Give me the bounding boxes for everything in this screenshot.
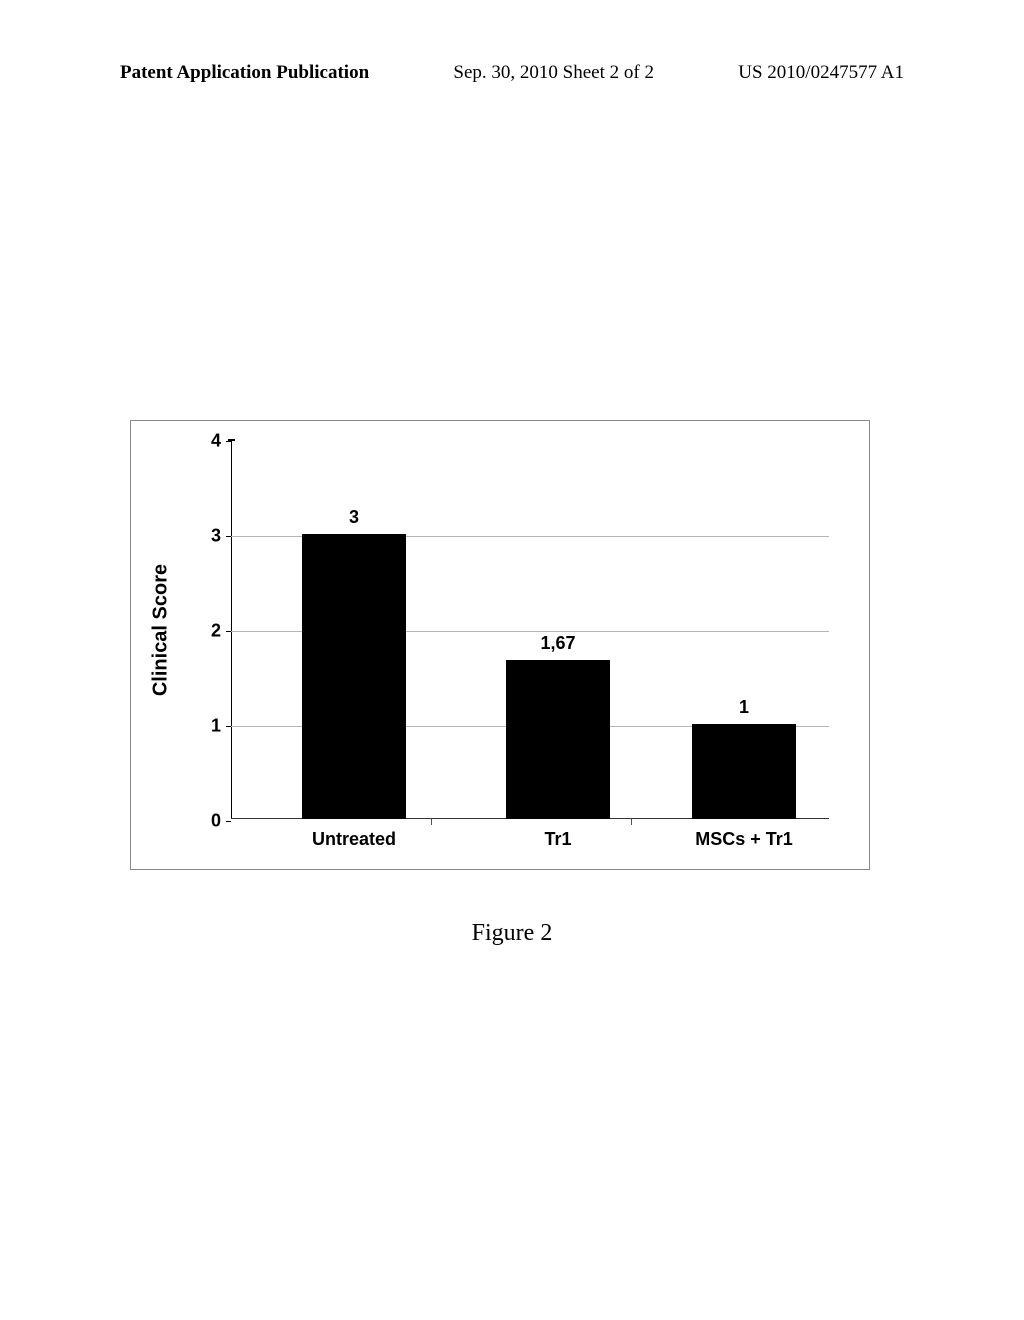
y-axis [231,441,232,819]
y-tick-mark [226,821,231,822]
bar-value-label: 1 [739,697,749,724]
x-category-label: MSCs + Tr1 [695,819,793,850]
page: Patent Application Publication Sep. 30, … [0,0,1024,1320]
header-right: US 2010/0247577 A1 [738,62,904,84]
bar-value-label: 1,67 [540,633,575,660]
bar: 1,67 [506,660,610,819]
bar-value-label: 3 [349,507,359,534]
x-tick [631,819,632,825]
bar: 3 [302,534,406,819]
y-tick-mark [226,441,231,442]
header-center: Sep. 30, 2010 Sheet 2 of 2 [453,62,654,84]
x-category-label: Tr1 [544,819,571,850]
header-left: Patent Application Publication [120,62,369,84]
plot-area: Clinical Score 012343Untreated1,67Tr11MS… [231,441,829,819]
y-axis-title: Clinical Score [150,564,173,696]
x-tick [431,819,432,825]
bar: 1 [692,724,796,819]
chart-frame: Clinical Score 012343Untreated1,67Tr11MS… [130,420,870,870]
x-category-label: Untreated [312,819,396,850]
figure-caption: Figure 2 [0,920,1024,947]
page-header: Patent Application Publication Sep. 30, … [0,62,1024,84]
